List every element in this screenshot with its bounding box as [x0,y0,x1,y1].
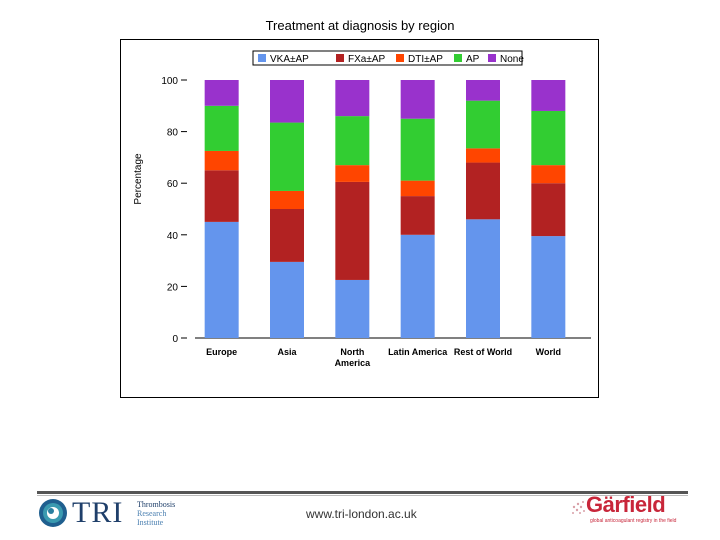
slide-title: Treatment at diagnosis by region [265,18,455,33]
garfield-logo-text: Gärfield [586,492,666,517]
garfield-logo-icon [572,501,585,514]
x-tick-label: Europe [206,347,237,357]
legend-label: AP [466,54,480,65]
bar-segment [270,80,304,123]
tri-logo-icon [39,499,67,527]
bar-segment [466,148,500,163]
bar-segment [531,183,566,237]
bar-segment [335,116,370,166]
legend-label: VKA±AP [270,54,309,65]
bar-segment [204,80,239,106]
bar-segment [335,165,370,182]
bar-segment [531,236,566,338]
tri-subtitle-line: Thrombosis [137,500,176,509]
tri-subtitle: Thrombosis Research Institute [137,500,175,527]
x-tick-label: Asia [277,347,297,357]
legend-swatch [258,54,266,62]
x-tick-label: North [340,347,364,357]
bar-segment [531,165,566,184]
footer-divider-thin [37,495,688,496]
x-tick-label: World [536,347,561,357]
bar-segment [466,162,500,220]
legend-swatch [336,54,344,62]
x-tick-label: Rest of World [454,347,512,357]
bar-segment [270,122,304,191]
y-tick-label: 80 [167,128,179,139]
bar-segment [400,118,435,181]
bar-segment [335,181,370,280]
tri-logo-text: TRI [72,496,124,529]
y-tick-label: 0 [172,334,178,345]
bar-segment [335,279,370,338]
garfield-tagline: global anticoagulant registry in the fie… [590,518,677,524]
legend-label: FXa±AP [348,54,385,65]
bar-segment [400,80,435,119]
y-tick-label: 20 [167,282,179,293]
bar-segment [531,80,566,111]
bar-segment [466,80,500,101]
chart-frame: 0 20 40 60 80 100 Percentage Europe Asia North Ame… [120,39,599,398]
tri-subtitle-line: Institute [137,518,164,527]
footer-divider [37,491,688,494]
bar-segment [400,234,435,338]
bar-segment [400,196,435,235]
x-tick-label: America [335,358,372,368]
bar-segment [270,261,304,338]
tri-subtitle-line: Research [137,509,167,518]
y-tick-label: 60 [167,179,179,190]
bar-segment [531,110,566,166]
bar-segment [466,219,500,338]
legend-label: DTI±AP [408,54,443,65]
y-tick-label: 40 [167,231,179,242]
y-tick-label: 100 [161,76,178,87]
legend-label: None [500,54,524,65]
bar-segment [204,150,239,171]
y-axis-label: Percentage [133,153,144,205]
bar-segment [270,190,304,209]
bar-segment [335,80,370,117]
stacked-bar-chart: 0 20 40 60 80 100 Percentage Europe Asia NorthAme… [133,50,591,368]
bar-segment [204,105,239,151]
x-tick-label: Latin America [388,347,448,357]
legend-swatch [454,54,462,62]
bar-segment [204,170,239,222]
bar-segment [400,180,435,197]
bar-segment [466,100,500,149]
bar-segment [204,221,239,338]
website-link[interactable]: www.tri-london.ac.uk [306,507,417,521]
legend-swatch [396,54,404,62]
legend-swatch [488,54,496,62]
bar-segment [270,209,304,262]
